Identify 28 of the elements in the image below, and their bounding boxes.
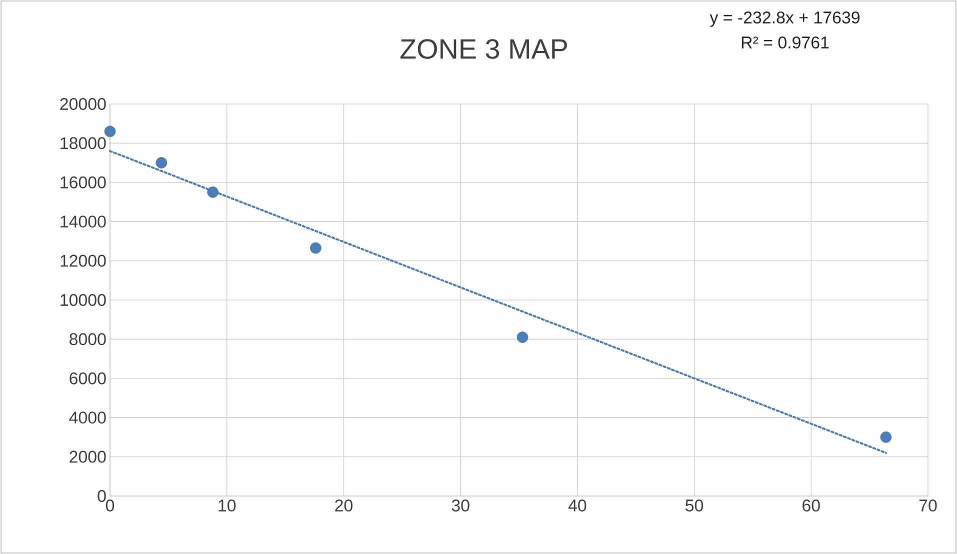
- y-tick-label: 2000: [70, 450, 106, 463]
- y-tick-label: 16000: [60, 176, 106, 188]
- x-tick-label: 40: [568, 500, 586, 512]
- point: [104, 126, 116, 138]
- x-tick-label: 30: [452, 500, 470, 512]
- text: R² = 0.9761: [742, 36, 829, 48]
- y-tick-label: 20000: [60, 98, 106, 110]
- x-tick-label: 50: [686, 500, 704, 512]
- y-tick-label: 0: [98, 490, 106, 502]
- x-tick-label: 20: [335, 500, 352, 512]
- y-tick-label: 12000: [60, 254, 106, 267]
- point: [880, 431, 892, 443]
- x-tick-label: 70: [919, 500, 937, 512]
- text: y = -232.8x + 17639: [710, 12, 860, 27]
- y-tick-label: 14000: [60, 216, 106, 228]
- x-tick-label: 0: [106, 500, 114, 512]
- x-tick-label: 10: [218, 500, 236, 512]
- y-tick-label: 18000: [60, 137, 106, 150]
- y-tick-label: 8000: [70, 333, 106, 346]
- chart-title: ZONE 3 MAP: [400, 39, 567, 59]
- x-tick-label: 60: [802, 500, 820, 512]
- y-tick-label: 10000: [60, 294, 106, 306]
- point: [516, 332, 528, 343]
- point: [310, 242, 322, 254]
- y-tick-label: 6000: [70, 372, 106, 384]
- y-tick-label: 4000: [69, 412, 106, 424]
- point: [207, 186, 219, 198]
- point: [156, 157, 168, 168]
